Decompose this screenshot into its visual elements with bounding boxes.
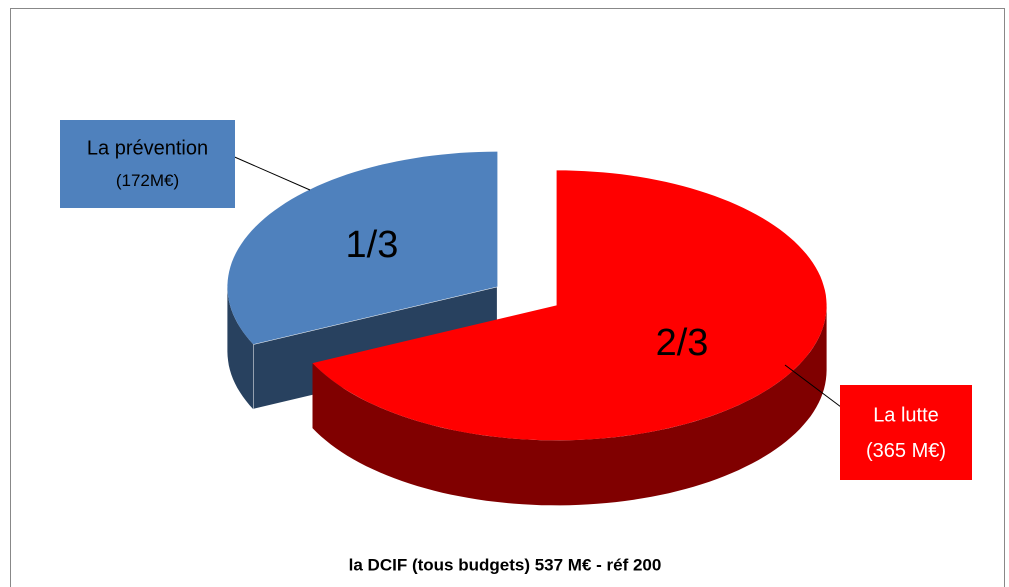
chart-title: la DCIF (tous budgets) 537 M€ - réf 200 <box>349 555 662 574</box>
category-label: La lutte <box>873 405 939 427</box>
share-label: 2/3 <box>656 322 709 364</box>
slice <box>227 151 498 345</box>
label-box <box>840 385 972 480</box>
value-label: (172M€) <box>116 171 179 190</box>
slice-wall <box>312 305 827 506</box>
value-label: (365 M€) <box>866 440 946 462</box>
label-box <box>60 120 235 208</box>
category-label: La prévention <box>87 137 208 159</box>
leader-line <box>229 154 311 191</box>
slice <box>312 170 827 441</box>
share-label: 1/3 <box>346 224 399 266</box>
slice-wall <box>227 286 254 410</box>
leader-line <box>784 364 846 411</box>
